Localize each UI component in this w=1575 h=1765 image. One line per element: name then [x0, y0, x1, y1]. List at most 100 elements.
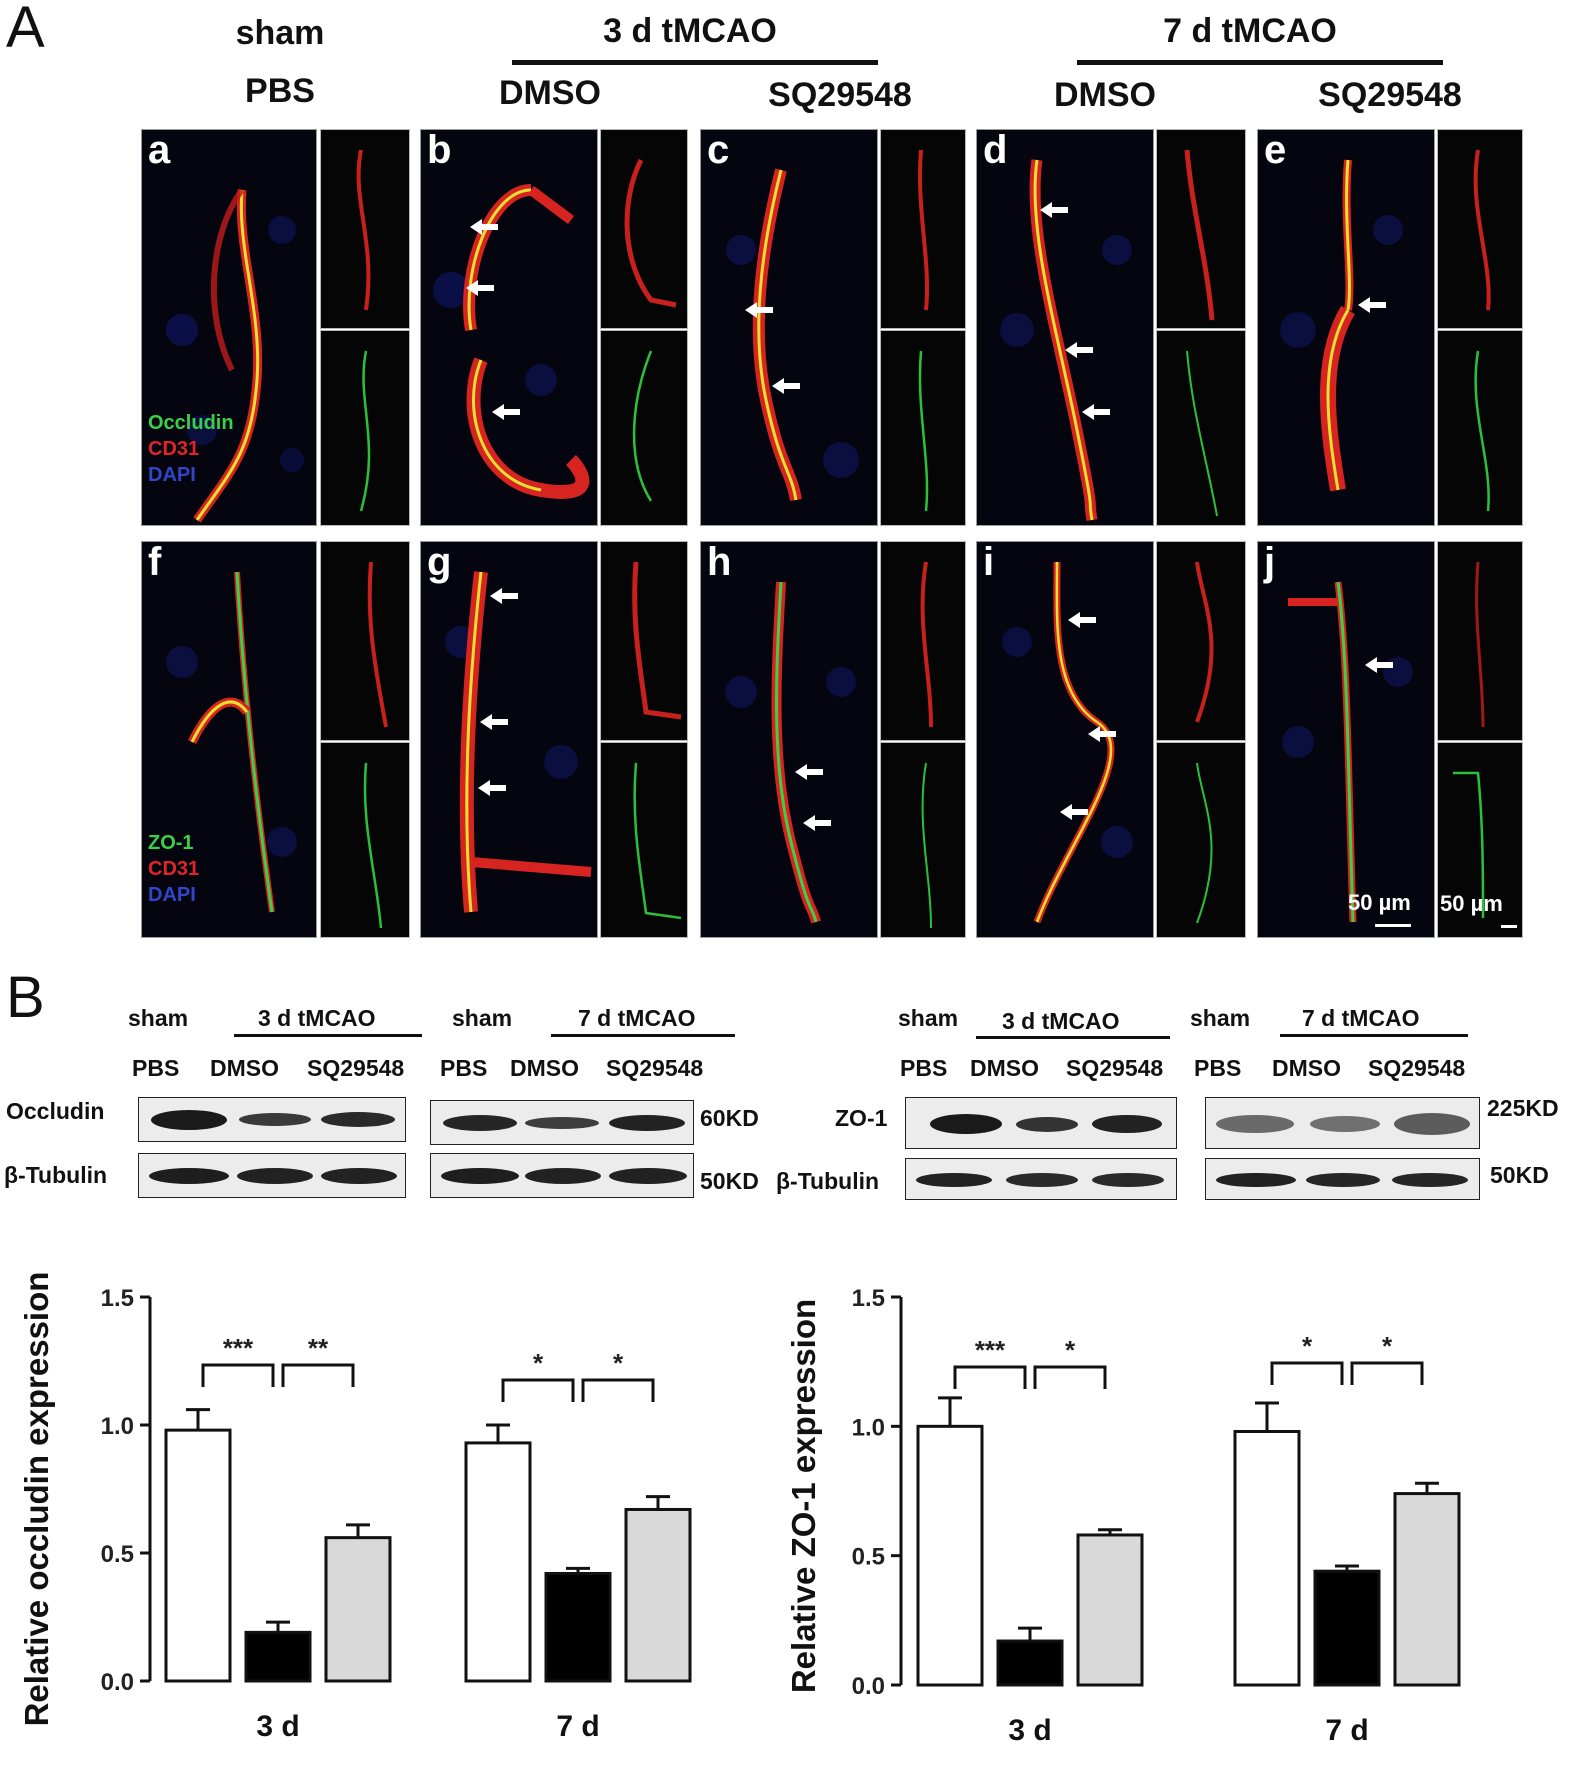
condition-label: DMSO	[499, 74, 601, 112]
x-category-label: 3 d	[256, 1710, 299, 1743]
tile-label: i	[983, 541, 995, 584]
micrograph-cd31-channel	[600, 541, 688, 741]
header-7d-line	[1077, 60, 1443, 65]
bar	[1233, 1430, 1301, 1687]
x-category-label: 7 d	[556, 1710, 599, 1743]
y-tick-label: 1.0	[852, 1414, 885, 1441]
blot-strip-tubulin-3d	[905, 1158, 1177, 1200]
y-tick-label: 0.0	[101, 1669, 134, 1696]
micrograph-merged: d	[976, 129, 1154, 526]
blot-label-tubulin: β-Tubulin	[4, 1162, 108, 1188]
stain-legend: ZO-1 CD31 DAPI	[148, 830, 199, 908]
significance-label: *	[1382, 1331, 1393, 1361]
micrograph-green-channel	[880, 330, 966, 526]
micrograph-cd31-channel	[1437, 129, 1523, 329]
blot-strip-zo1-7d	[1205, 1097, 1480, 1149]
micrograph-merged: b	[420, 129, 598, 526]
blot-3d-line	[234, 1034, 422, 1037]
y-tick-label: 1.5	[852, 1285, 885, 1312]
lane-label: PBS	[1194, 1055, 1242, 1081]
micrograph-cd31-channel	[1156, 129, 1246, 329]
lane-label: PBS	[440, 1055, 488, 1081]
blot-group-sham: sham	[1190, 1005, 1251, 1031]
blot-group-sham: sham	[898, 1005, 959, 1031]
y-tick-label: 1.0	[101, 1413, 134, 1440]
condition-label: SQ29548	[1318, 76, 1462, 114]
header-3d-line	[512, 60, 878, 65]
micrograph-image	[1000, 159, 1132, 521]
significance-bracket	[1033, 1365, 1107, 1389]
significance-label: *	[1065, 1335, 1076, 1365]
condition-label: PBS	[245, 72, 315, 110]
micrograph-image	[1280, 159, 1403, 492]
y-axis-label: Relative occludin expression	[18, 1272, 55, 1727]
scale-bar	[1501, 925, 1517, 928]
blot-mw-occludin: 60KD	[700, 1105, 759, 1131]
y-tick-label: 1.5	[101, 1285, 134, 1312]
micrograph-merged: c	[700, 129, 878, 526]
bar	[1076, 1533, 1144, 1687]
bar	[544, 1571, 612, 1683]
blot-label-occludin: Occludin	[6, 1098, 105, 1124]
header-7d-tmcao: 7 d tMCAO	[1163, 12, 1337, 50]
bar	[624, 1507, 692, 1683]
lane-label: SQ29548	[606, 1055, 704, 1081]
micrograph-green-channel	[600, 742, 688, 938]
micrograph-merged: j 50 µm	[1257, 541, 1435, 938]
significance-label: ***	[975, 1335, 1006, 1365]
blot-strip-occludin-7d	[430, 1100, 694, 1145]
significance-label: **	[308, 1333, 329, 1363]
y-axis-label: Relative ZO-1 expression	[785, 1299, 822, 1693]
stain-zo1: ZO-1	[148, 832, 194, 854]
arrow-markers	[466, 202, 1393, 831]
y-tick-label: 0.5	[101, 1541, 134, 1568]
bar	[916, 1424, 984, 1687]
blot-strip-tubulin-3d	[138, 1153, 406, 1198]
micrograph-green-channel	[320, 742, 410, 938]
blot-label-tubulin: β-Tubulin	[776, 1168, 880, 1194]
significance-label: *	[1302, 1331, 1313, 1361]
micrograph-green-channel	[880, 742, 966, 938]
condition-label: DMSO	[1054, 76, 1156, 114]
stain-occludin: Occludin	[148, 412, 234, 434]
x-category-label: 7 d	[1325, 1714, 1368, 1747]
stain-cd31: CD31	[148, 438, 200, 460]
blot-strip-occludin-3d	[138, 1097, 406, 1142]
blot-group-3d: 3 d tMCAO	[1002, 1008, 1120, 1034]
micrograph-cd31-channel	[1156, 541, 1246, 741]
bar	[1313, 1569, 1381, 1687]
bar	[244, 1630, 312, 1683]
scale-bar-label: 50 µm	[1348, 890, 1411, 915]
blot-strip-zo1-3d	[905, 1097, 1177, 1149]
tile-label: c	[707, 129, 730, 172]
micrograph-image	[166, 571, 297, 913]
significance-bracket	[1350, 1361, 1424, 1385]
micrograph-green-channel: 50 µm	[1437, 742, 1523, 938]
tile-label: e	[1264, 129, 1287, 172]
lane-label: DMSO	[210, 1055, 279, 1081]
blot-strip-tubulin-7d	[1205, 1158, 1480, 1200]
header-3d-tmcao: 3 d tMCAO	[603, 12, 777, 50]
blot-3d-line	[976, 1036, 1170, 1039]
blot-7d-line	[551, 1034, 735, 1037]
stain-dapi: DAPI	[148, 464, 196, 486]
blot-group-7d: 7 d tMCAO	[578, 1005, 696, 1031]
micrograph-green-channel	[1437, 330, 1523, 526]
tile-label: a	[148, 129, 171, 172]
scale-bar-label: 50 µm	[1440, 891, 1503, 916]
blot-7d-line	[1280, 1034, 1468, 1037]
tile-label: h	[707, 541, 732, 584]
stain-dapi: DAPI	[148, 884, 196, 906]
micrograph-image	[1282, 581, 1413, 923]
micrograph-image	[433, 184, 590, 499]
bar	[1393, 1492, 1461, 1687]
significance-bracket	[953, 1365, 1027, 1389]
tile-label: j	[1264, 541, 1276, 584]
condition-label: SQ29548	[768, 76, 912, 114]
blot-label-zo1: ZO-1	[835, 1105, 888, 1131]
lane-label: DMSO	[1272, 1055, 1341, 1081]
significance-bracket	[281, 1363, 355, 1387]
micrograph-merged: h	[700, 541, 878, 938]
scale-bar	[1375, 924, 1411, 927]
micrograph-green-channel	[320, 330, 410, 526]
